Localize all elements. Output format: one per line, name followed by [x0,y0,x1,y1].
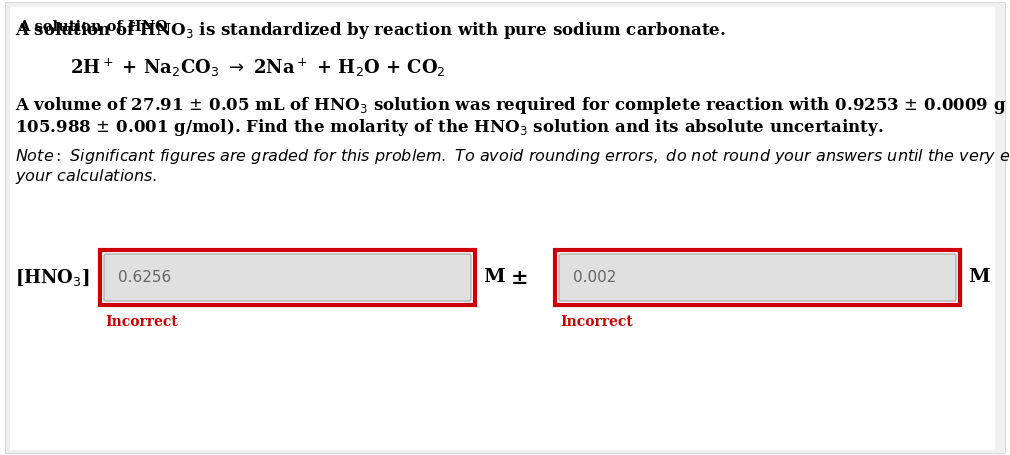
Text: 0.6256: 0.6256 [118,270,172,285]
Text: Incorrect: Incorrect [105,315,178,329]
Text: [HNO$_3$] =: [HNO$_3$] = [15,268,111,288]
Text: M: M [483,268,505,287]
Text: A solution of HNO$_3$ is standardized by reaction with pure sodium carbonate.: A solution of HNO$_3$ is standardized by… [15,20,726,41]
Text: Incorrect: Incorrect [560,315,632,329]
Text: 105.988 $\pm$ 0.001 g/mol). Find the molarity of the HNO$_3$ solution and its ab: 105.988 $\pm$ 0.001 g/mol). Find the mol… [15,117,884,138]
Text: A solution of HNO: A solution of HNO [18,20,168,34]
Text: $\it{your\ calculations.}$: $\it{your\ calculations.}$ [15,167,158,186]
Text: $\it{Note:}$ $\it{Significant\ figures\ are\ graded\ for\ this\ problem.\ To\ av: $\it{Note:}$ $\it{Significant\ figures\ … [15,147,1010,166]
Bar [556,250,959,305]
Text: 0.002: 0.002 [573,270,616,285]
FancyBboxPatch shape [559,254,956,301]
Text: ±: ± [511,268,529,288]
FancyBboxPatch shape [104,254,471,301]
Text: M: M [968,268,990,287]
Bar [100,250,475,305]
Text: 2H$^+$ + Na$_2$CO$_3$ $\rightarrow$ 2Na$^+$ + H$_2$O + CO$_2$: 2H$^+$ + Na$_2$CO$_3$ $\rightarrow$ 2Na$… [70,57,445,79]
Text: A volume of 27.91 $\pm$ 0.05 mL of HNO$_3$ solution was required for complete re: A volume of 27.91 $\pm$ 0.05 mL of HNO$_… [15,95,1010,116]
